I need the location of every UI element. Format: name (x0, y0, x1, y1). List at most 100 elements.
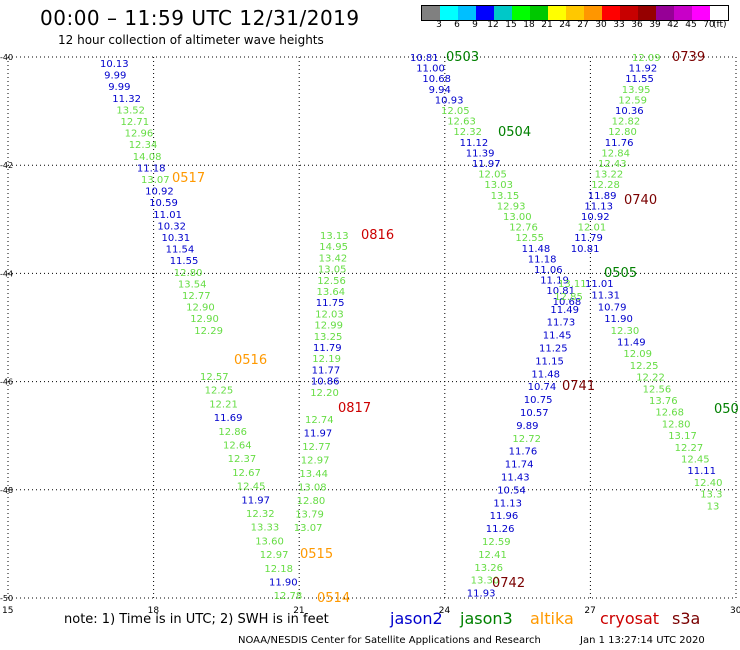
swh-value: 11.31 (591, 291, 620, 302)
swh-value: 10.54 (497, 485, 526, 496)
swh-value: 12.29 (194, 326, 223, 337)
swh-value: 10.92 (145, 187, 174, 198)
swh-value: 12.78 (274, 591, 303, 602)
color-scale-label: 45 (685, 20, 697, 30)
swh-value: 12.84 (601, 148, 630, 159)
color-scale-label: 6 (454, 20, 460, 30)
color-scale-label: 21 (541, 20, 553, 30)
swh-value: 11.06 (534, 265, 563, 276)
color-scale-bar (421, 5, 729, 21)
swh-value: 12.90 (190, 314, 219, 325)
color-swatch (620, 6, 638, 20)
color-swatch (710, 6, 728, 20)
pass-time-label: 0503 (446, 50, 479, 65)
color-swatch (674, 6, 692, 20)
swh-value: 11.49 (617, 338, 646, 349)
swh-value: 11.73 (547, 318, 576, 329)
swh-value: 11.13 (493, 498, 522, 509)
lat-tick-label: -42 (0, 161, 13, 170)
lon-tick-label: 18 (148, 606, 160, 616)
generated-timestamp: Jan 1 13:27:14 UTC 2020 (580, 635, 705, 646)
swh-value: 12.41 (478, 550, 507, 561)
swh-value: 10.32 (157, 221, 186, 232)
swh-value: 13.64 (317, 287, 346, 298)
swh-value: 12.25 (630, 361, 659, 372)
swh-value: 12.86 (218, 427, 247, 438)
pass-time-label: 0817 (338, 401, 371, 416)
swh-value: 12.71 (121, 117, 150, 128)
swh-value: 11.45 (543, 331, 572, 342)
swh-value: 11.79 (313, 343, 342, 354)
legend-cryosat: cryosat (600, 609, 660, 628)
swh-value: 11.97 (241, 495, 270, 506)
swh-value: 12.37 (228, 454, 257, 465)
swh-value: 12.97 (260, 550, 289, 561)
swh-value: 9.99 (104, 71, 126, 82)
color-scale-label: 15 (505, 20, 517, 30)
pass-time-label: 0514 (317, 591, 350, 606)
pass-time-label: 0516 (234, 353, 267, 368)
lat-tick-label: -50 (0, 594, 13, 603)
swh-value: 13.03 (484, 180, 513, 191)
color-scale-label: 42 (667, 20, 679, 30)
color-swatch (440, 6, 458, 20)
swh-value: 12.59 (618, 95, 647, 106)
swh-value: 11.89 (588, 191, 617, 202)
color-swatch (422, 6, 440, 20)
pass-time-label: 0515 (300, 547, 333, 562)
swh-value: 12.09 (632, 53, 661, 64)
pass-time-label: 0742 (492, 576, 525, 591)
swh-value: 13.00 (503, 212, 532, 223)
swh-value: 10.36 (615, 106, 644, 117)
swh-value: 9.99 (108, 82, 130, 93)
color-swatch (692, 6, 710, 20)
swh-value: 12.56 (643, 384, 672, 395)
swh-value: 12.21 (209, 399, 238, 410)
color-swatch (512, 6, 530, 20)
swh-value: 12.97 (301, 456, 330, 467)
map-title: 00:00 – 11:59 UTC 12/31/2019 (40, 6, 360, 30)
swh-value: 10.86 (311, 377, 340, 388)
swh-value: 12.68 (655, 408, 684, 419)
swh-value: 12.56 (317, 276, 346, 287)
swh-value: 11.97 (304, 429, 333, 440)
swh-value: 12.03 (315, 309, 344, 320)
swh-value: 10.75 (524, 395, 553, 406)
swh-value: 12.63 (447, 117, 476, 128)
swh-value: 11.48 (531, 369, 560, 380)
swh-value: 11.43 (501, 473, 530, 484)
swh-value: 14.08 (133, 152, 162, 163)
swh-value: 11.12 (460, 138, 489, 149)
swh-value: 10.92 (581, 212, 610, 223)
map-subtitle: 12 hour collection of altimeter wave hei… (58, 33, 324, 47)
swh-value: 11.48 (522, 244, 551, 255)
pass-time-label: 0739 (672, 50, 705, 65)
swh-value: 11.54 (166, 245, 195, 256)
swh-value: 11.76 (509, 447, 538, 458)
pass-time-label: 050 (714, 402, 739, 417)
swh-value: 13.52 (116, 105, 145, 116)
swh-value: 11.49 (550, 305, 579, 316)
swh-value: 13.17 (668, 431, 697, 442)
swh-value: 12.77 (302, 442, 331, 453)
swh-value: 12.43 (598, 159, 627, 170)
swh-value: 12.45 (237, 482, 266, 493)
swh-value: 13.60 (255, 536, 284, 547)
swh-value: 12.74 (305, 415, 334, 426)
swh-value: 12.57 (200, 372, 229, 383)
swh-value: 10.68 (553, 297, 582, 308)
swh-value: 13.95 (622, 85, 651, 96)
swh-value: 13.33 (251, 523, 280, 534)
swh-value: 12.05 (478, 170, 507, 181)
swh-value: 12.45 (681, 455, 710, 466)
lon-tick-label: 24 (439, 606, 451, 616)
lat-tick-label: -46 (0, 378, 13, 387)
swh-value: 11.11 (687, 466, 716, 477)
swh-value: 12.67 (232, 468, 261, 479)
swh-value: 12.09 (623, 349, 652, 360)
swh-value: 11.93 (467, 589, 496, 600)
pass-time-label: 0505 (604, 266, 637, 281)
swh-value: 12.32 (453, 127, 482, 138)
swh-value: 12.34 (129, 140, 158, 151)
